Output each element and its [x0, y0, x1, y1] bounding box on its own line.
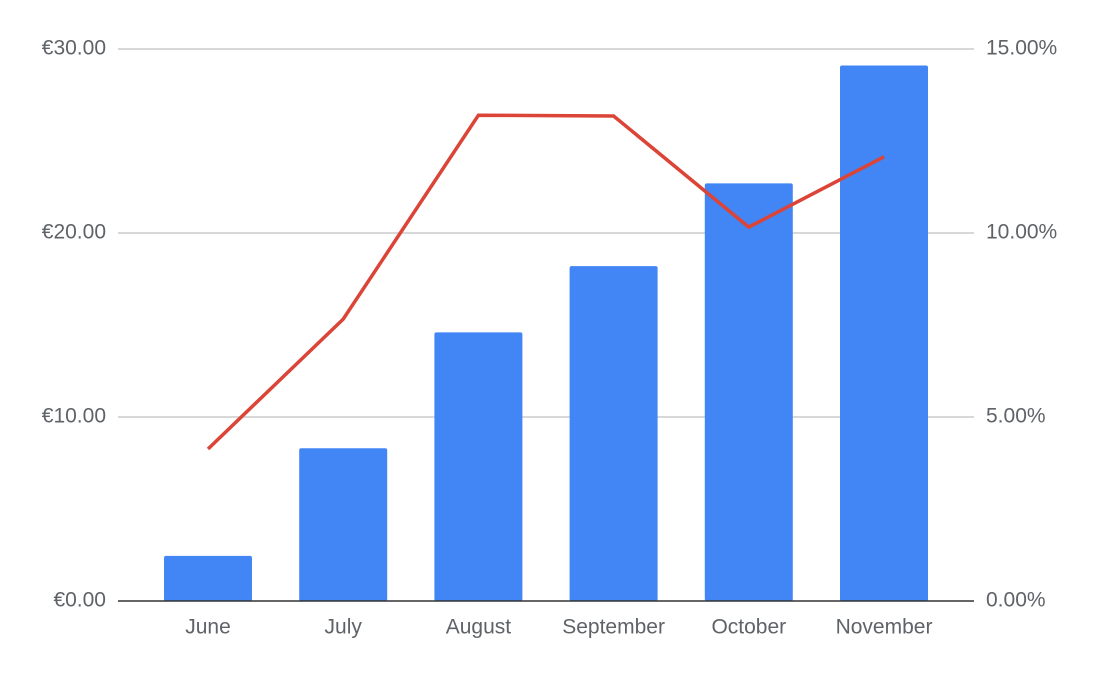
y2-tick-label: 10.00% [986, 221, 1057, 244]
bar [434, 332, 523, 601]
line [206, 113, 885, 451]
y-tick-label: €0.00 [53, 589, 106, 612]
x-tick-label: August [446, 616, 512, 639]
x-tick-label: June [185, 616, 231, 639]
y2-tick-label: 15.00% [986, 37, 1057, 60]
bar [569, 266, 658, 601]
x-tick-label: September [562, 616, 665, 639]
bar [164, 555, 252, 601]
x-tick-label: November [836, 616, 933, 639]
y-tick-label: €20.00 [42, 221, 106, 244]
bar [704, 183, 793, 601]
y2-tick-label: 0.00% [986, 589, 1046, 612]
y-tick-label: €10.00 [42, 405, 106, 428]
y-tick-label: €30.00 [42, 37, 106, 60]
bar [840, 65, 928, 601]
y2-tick-label: 5.00% [986, 405, 1046, 428]
x-tick-label: July [325, 616, 363, 639]
x-tick-label: October [711, 616, 786, 639]
bar [299, 448, 388, 601]
